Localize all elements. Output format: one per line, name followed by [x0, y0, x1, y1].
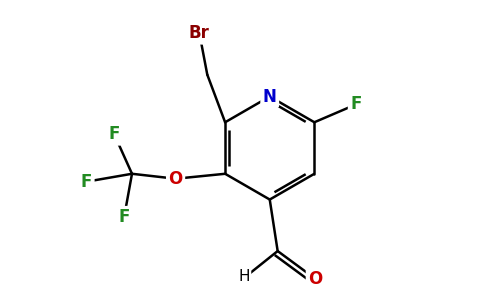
Text: F: F: [350, 95, 362, 113]
Text: F: F: [108, 125, 120, 143]
Text: F: F: [81, 173, 92, 191]
Text: Br: Br: [189, 24, 210, 42]
Text: H: H: [238, 269, 250, 284]
Text: F: F: [119, 208, 130, 226]
Text: O: O: [308, 270, 322, 288]
Text: N: N: [263, 88, 277, 106]
Text: O: O: [168, 170, 183, 188]
